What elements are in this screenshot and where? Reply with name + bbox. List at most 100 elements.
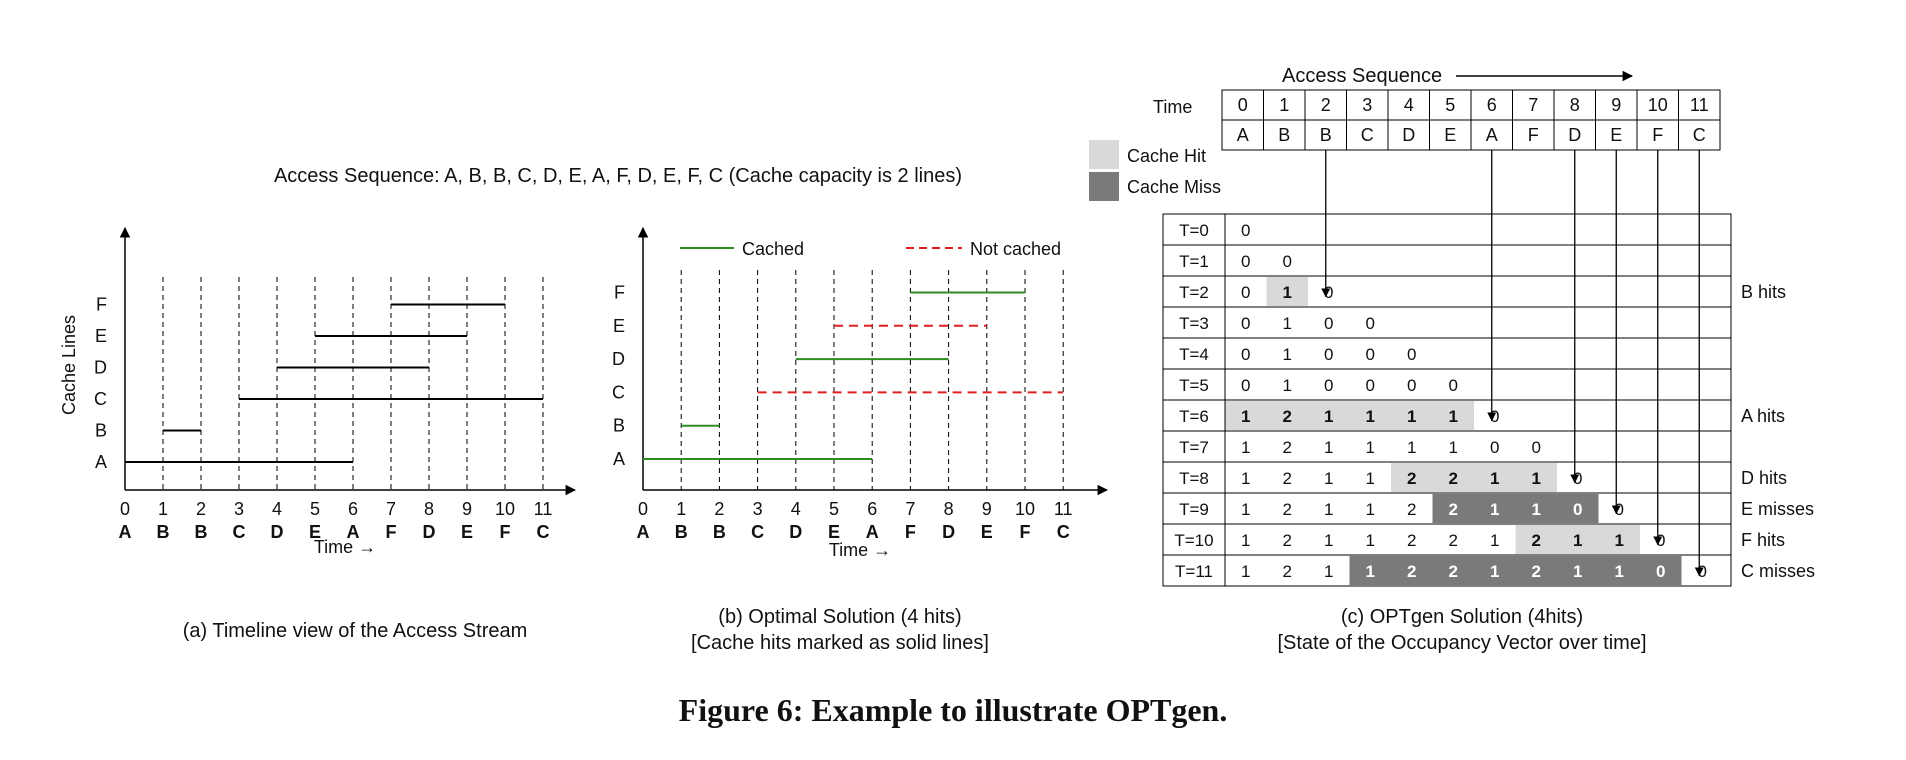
access-letter: E: [828, 522, 840, 542]
access-letter: D: [271, 522, 284, 542]
occupancy-value: 2: [1449, 500, 1458, 519]
access-letter: A: [347, 522, 360, 542]
seq-access-cell: B: [1320, 125, 1332, 145]
occupancy-value: 1: [1283, 283, 1292, 302]
occupancy-value: 0: [1573, 500, 1582, 519]
occupancy-value: 2: [1532, 562, 1541, 581]
access-letter: C: [1057, 522, 1070, 542]
panel-b-xlabel: Time →: [829, 540, 891, 560]
occupancy-value: 2: [1283, 438, 1292, 457]
time-tick-label: 6: [348, 499, 358, 519]
time-tick-label: 2: [196, 499, 206, 519]
occupancy-value: 1: [1241, 531, 1250, 550]
seq-access-cell: D: [1402, 125, 1415, 145]
cache-line-label: F: [614, 283, 625, 303]
occupancy-value: 1: [1366, 500, 1375, 519]
occupancy-value: 1: [1324, 531, 1333, 550]
occupancy-value: 0: [1324, 345, 1333, 364]
access-letter: E: [981, 522, 993, 542]
hit-cell: [1598, 525, 1640, 554]
occupancy-value: 2: [1283, 500, 1292, 519]
occupancy-value: 0: [1407, 345, 1416, 364]
occupancy-value: 1: [1283, 345, 1292, 364]
cache-line-label: D: [612, 349, 625, 369]
cache-line-label: D: [94, 358, 107, 378]
hit-cell: [1557, 525, 1599, 554]
row-note: B hits: [1741, 282, 1786, 302]
hit-cell: [1515, 525, 1557, 554]
seq-access-cell: D: [1568, 125, 1581, 145]
occupancy-value: 1: [1449, 407, 1458, 426]
time-tick-label: 0: [120, 499, 130, 519]
time-tick-label: 2: [714, 499, 724, 519]
access-letter: D: [789, 522, 802, 542]
occupancy-value: 1: [1324, 438, 1333, 457]
miss-cell: [1515, 556, 1557, 585]
cache-line-label: A: [613, 449, 625, 469]
panel-c-caption-2: [State of the Occupancy Vector over time…: [1277, 632, 1646, 654]
miss-cell: [1474, 494, 1516, 523]
time-tick-label: 9: [462, 499, 472, 519]
miss-cell: [1432, 494, 1474, 523]
hit-cell: [1432, 401, 1474, 430]
occupancy-value: 1: [1490, 500, 1499, 519]
occupancy-value: 0: [1490, 438, 1499, 457]
seq-time-cell: 0: [1238, 95, 1248, 115]
access-letter: F: [500, 522, 511, 542]
occupancy-value: 1: [1241, 562, 1250, 581]
occupancy-value: 1: [1283, 314, 1292, 333]
occupancy-value: 2: [1283, 562, 1292, 581]
occupancy-value: 1: [1366, 469, 1375, 488]
occupancy-value: 0: [1656, 562, 1665, 581]
time-tick-label: 3: [753, 499, 763, 519]
occupancy-value: 1: [1241, 500, 1250, 519]
seq-time-cell: 11: [1690, 95, 1709, 115]
occupancy-value: 0: [1241, 314, 1250, 333]
access-letter: C: [537, 522, 550, 542]
row-label: T=9: [1179, 500, 1209, 519]
occupancy-value: 0: [1283, 252, 1292, 271]
hit-cell: [1474, 463, 1516, 492]
occupancy-value: 0: [1366, 314, 1375, 333]
occupancy-value: 1: [1615, 531, 1624, 550]
row-note: F hits: [1741, 530, 1785, 550]
occupancy-value: 2: [1407, 562, 1416, 581]
cache-line-label: C: [612, 382, 625, 402]
row-note: D hits: [1741, 468, 1787, 488]
panel-c-optgen: Access Sequence Time 0 A 1 B 2 B 3 C 4 D 5 E 6 A 7 F 8 D 9…: [1089, 65, 1815, 654]
row-label: T=1: [1179, 252, 1209, 271]
time-tick-label: 9: [982, 499, 992, 519]
occupancy-value: 2: [1532, 531, 1541, 550]
access-sequence-header: Access Sequence: A, B, B, C, D, E, A, F,…: [274, 165, 962, 187]
time-tick-label: 0: [638, 499, 648, 519]
time-tick-label: 1: [676, 499, 686, 519]
row-label: T=7: [1179, 438, 1209, 457]
miss-cell: [1640, 556, 1682, 585]
cache-line-label: B: [613, 416, 625, 436]
seq-time-cell: 7: [1528, 95, 1538, 115]
seq-time-cell: 5: [1445, 95, 1455, 115]
access-letter: F: [905, 522, 916, 542]
time-tick-label: 10: [495, 499, 515, 519]
cache-line-label: C: [94, 389, 107, 409]
time-tick-label: 8: [944, 499, 954, 519]
hit-cell: [1391, 401, 1433, 430]
hit-cell: [1225, 401, 1267, 430]
access-letter: B: [195, 522, 208, 542]
occupancy-value: 0: [1324, 376, 1333, 395]
miss-cell: [1557, 494, 1599, 523]
access-letter: B: [713, 522, 726, 542]
legend-hit-label: Cache Hit: [1127, 146, 1206, 166]
occupancy-value: 1: [1366, 438, 1375, 457]
time-tick-label: 7: [905, 499, 915, 519]
cache-line-label: E: [613, 316, 625, 336]
hit-cell: [1349, 401, 1391, 430]
time-tick-label: 8: [424, 499, 434, 519]
occupancy-value: 1: [1366, 562, 1375, 581]
cache-line-label: B: [95, 421, 107, 441]
occupancy-value: 1: [1490, 562, 1499, 581]
occupancy-value: 2: [1449, 531, 1458, 550]
row-label: T=2: [1179, 283, 1209, 302]
panel-b-caption-1: (b) Optimal Solution (4 hits): [718, 606, 961, 628]
